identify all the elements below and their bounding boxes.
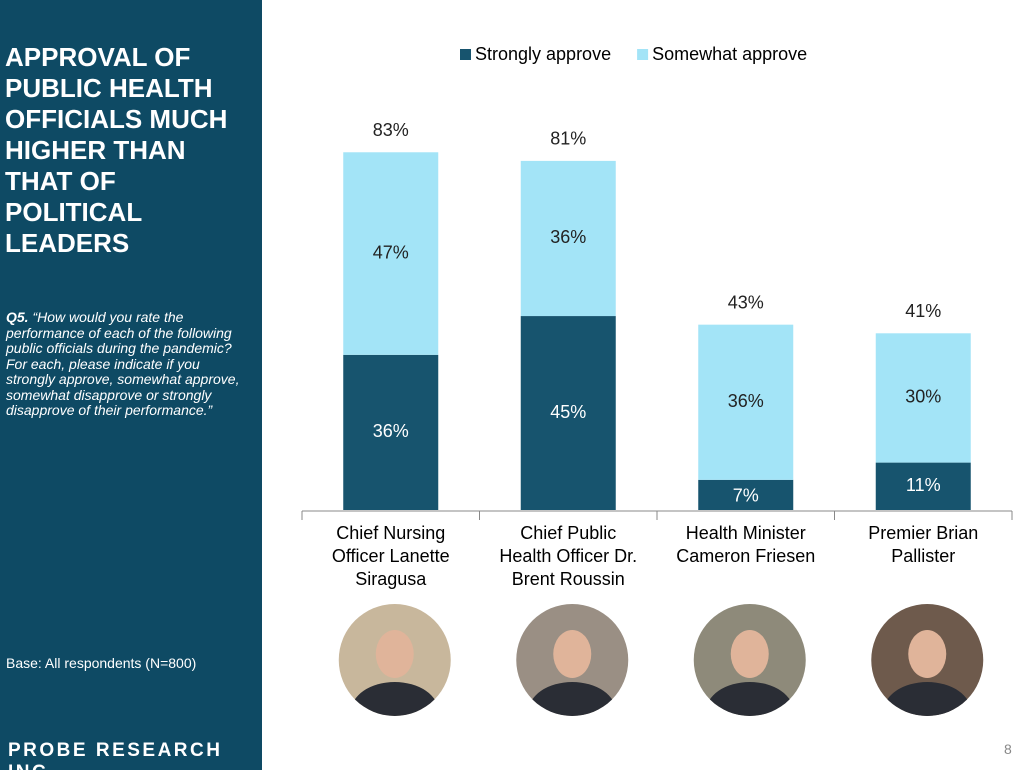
portrait-figure bbox=[883, 630, 972, 716]
total-label: 41% bbox=[905, 301, 941, 321]
portrait bbox=[871, 604, 984, 716]
portrait-figure bbox=[350, 630, 439, 716]
value-label: 36% bbox=[728, 391, 764, 411]
portrait bbox=[516, 604, 629, 716]
legend-swatch bbox=[637, 49, 649, 60]
total-label: 81% bbox=[550, 129, 586, 149]
bar-segment bbox=[520, 316, 616, 510]
portrait-head bbox=[730, 630, 769, 678]
sidebar: APPROVAL OF PUBLIC HEALTH OFFICIALS MUCH… bbox=[0, 0, 262, 783]
bar-segment bbox=[343, 152, 439, 355]
bar-segment bbox=[875, 333, 971, 463]
x-tick-label: Chief Public Health Officer Dr. Brent Ro… bbox=[499, 523, 638, 589]
portrait bbox=[693, 604, 806, 716]
value-label: 11% bbox=[906, 475, 941, 495]
slide-title: APPROVAL OF PUBLIC HEALTH OFFICIALS MUCH… bbox=[5, 42, 228, 258]
value-label: 45% bbox=[550, 402, 586, 422]
value-label: 36% bbox=[373, 421, 409, 441]
bar-segment bbox=[520, 160, 616, 317]
value-label: 7% bbox=[733, 486, 759, 506]
legend-label: Somewhat approve bbox=[652, 44, 807, 64]
portrait-body bbox=[705, 682, 794, 716]
value-label: 47% bbox=[373, 242, 409, 262]
x-tick-label: Health Minister Cameron Friesen bbox=[676, 523, 816, 566]
portrait-figure bbox=[528, 630, 617, 716]
value-label: 30% bbox=[905, 387, 941, 407]
portrait-head bbox=[908, 630, 947, 678]
question-text: “How would you rate the performance of e… bbox=[6, 309, 240, 418]
bar-segment bbox=[698, 479, 794, 510]
legend-label: Strongly approve bbox=[475, 44, 611, 64]
portrait-body bbox=[350, 682, 439, 716]
bar-segment bbox=[875, 462, 971, 510]
page-number: 8 bbox=[1004, 741, 1012, 757]
question: Q5. “How would you rate the performance … bbox=[6, 309, 251, 419]
portrait bbox=[338, 604, 451, 716]
legend-swatch bbox=[460, 49, 471, 60]
x-tick-label: Premier Brian Pallister bbox=[868, 523, 979, 566]
x-tick-label: Chief Nursing Officer Lanette Siragusa bbox=[331, 523, 450, 589]
portrait-figure bbox=[705, 630, 794, 716]
question-label: Q5. bbox=[6, 309, 29, 325]
total-label: 83% bbox=[373, 120, 409, 140]
value-label: 36% bbox=[550, 227, 586, 247]
portrait-head bbox=[375, 630, 414, 678]
portrait-body bbox=[528, 682, 617, 716]
portrait-head bbox=[553, 630, 592, 678]
base-note: Base: All respondents (N=800) bbox=[6, 655, 197, 671]
bar-segment bbox=[343, 354, 439, 510]
bar-segment bbox=[698, 324, 794, 480]
total-label: 43% bbox=[728, 292, 764, 312]
portrait-body bbox=[883, 682, 972, 716]
